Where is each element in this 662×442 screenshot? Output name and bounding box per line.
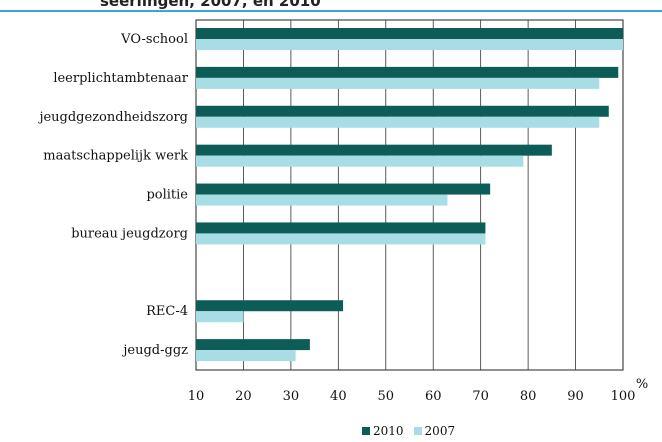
x-tick-labels: 10 20 30 40 50 60 70 80 90 100 <box>188 389 636 404</box>
x-tick-label: 80 <box>520 389 537 404</box>
bar-2010 <box>196 222 486 234</box>
bar-2007 <box>196 194 448 206</box>
x-tick-label: 100 <box>611 389 636 404</box>
x-tick-label: 10 <box>188 389 205 404</box>
bar-2010 <box>196 105 609 117</box>
bars <box>196 28 623 362</box>
legend-label: 2010 <box>373 424 404 438</box>
category-label: bureau jeugdzorg <box>71 226 188 241</box>
legend-item-2007: 2007 <box>413 424 456 438</box>
legend: 2010 2007 <box>362 424 455 438</box>
legend-swatch <box>362 427 370 435</box>
category-labels: VO-school leerplichtambtenaar jeugdgezondh… <box>37 32 188 358</box>
legend-label: 2007 <box>424 424 456 438</box>
category-label: REC-4 <box>146 304 188 319</box>
chart-title-fragment: seerlingen, 2007, en 2010 <box>100 0 321 10</box>
bar-2007 <box>196 233 486 245</box>
bar-2007 <box>196 39 623 50</box>
x-tick-label: 70 <box>472 389 489 404</box>
bar-2007 <box>196 350 296 362</box>
x-tick-label: 20 <box>235 389 252 404</box>
bar-2010 <box>196 183 491 195</box>
x-tick-label: 50 <box>378 389 395 404</box>
x-tick-label: 90 <box>567 389 584 404</box>
bar-2007 <box>196 311 244 323</box>
category-label: VO-school <box>120 32 188 47</box>
x-unit-label: % <box>636 377 648 392</box>
bar-2007 <box>196 155 524 167</box>
category-label: leerplichtambtenaar <box>53 71 188 86</box>
category-label: jeugd-ggz <box>121 343 188 358</box>
category-label: politie <box>146 188 188 203</box>
category-label: maatschappelijk werk <box>43 149 188 164</box>
title-rule <box>0 10 662 12</box>
legend-item-2010: 2010 <box>362 424 404 438</box>
bar-2010 <box>196 144 552 156</box>
x-tick-label: 40 <box>330 389 347 404</box>
category-label: jeugdgezondheidszorg <box>37 110 188 125</box>
x-tick-label: 30 <box>283 389 300 404</box>
bar-chart: VO-school leerplichtambtenaar jeugdgezondh… <box>37 19 648 404</box>
bar-2010 <box>196 339 310 351</box>
legend-swatch <box>413 427 422 435</box>
bar-2010 <box>196 66 619 78</box>
title-strip: seerlingen, 2007, en 2010 <box>0 0 662 12</box>
bar-2007 <box>196 116 600 128</box>
bar-2010 <box>196 28 623 39</box>
bar-2010 <box>196 300 344 312</box>
x-tick-label: 60 <box>425 389 442 404</box>
bar-2007 <box>196 77 600 89</box>
